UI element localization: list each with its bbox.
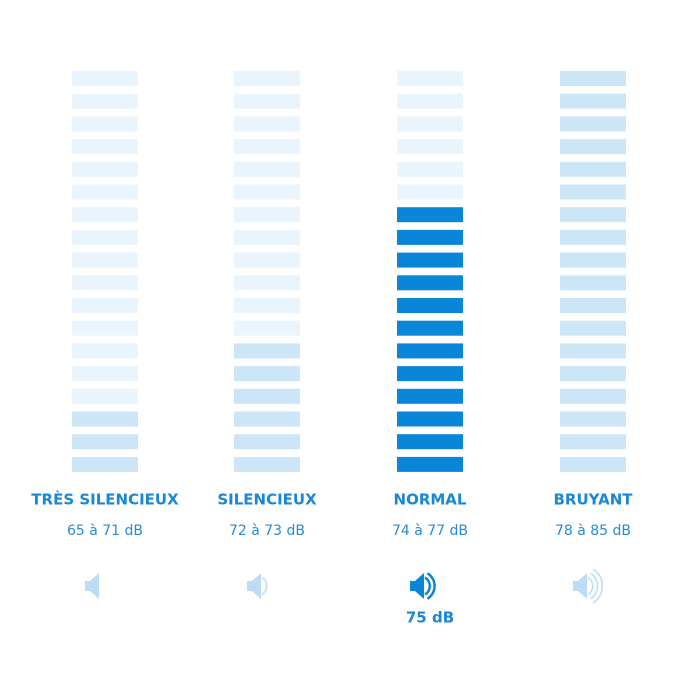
segment-filled: [560, 366, 626, 382]
segment-filled: [560, 411, 626, 427]
segment-empty: [72, 207, 138, 223]
segment-filled: [72, 456, 138, 472]
segment-filled: [397, 388, 463, 404]
segment-filled: [560, 252, 626, 268]
sound-wave: [424, 576, 431, 596]
segment-empty: [72, 366, 138, 382]
segment-filled: [397, 207, 463, 223]
segment-empty: [72, 320, 138, 336]
segment-filled: [560, 139, 626, 155]
level-range: 65 à 71 dB: [67, 523, 143, 539]
segment-empty: [72, 116, 138, 132]
segment-filled: [560, 434, 626, 450]
segment-empty: [72, 388, 138, 404]
segment-empty: [72, 93, 138, 109]
segment-empty: [234, 320, 300, 336]
segment-filled: [560, 320, 626, 336]
speaker-icon: [410, 572, 436, 600]
segment-empty: [397, 184, 463, 200]
level-range: 78 à 85 dB: [555, 523, 631, 539]
speaker: [85, 573, 99, 599]
segment-filled: [560, 207, 626, 223]
segment-empty: [397, 139, 463, 155]
segment-filled: [397, 411, 463, 427]
segment-empty: [72, 229, 138, 245]
speaker: [410, 573, 424, 599]
segment-empty: [234, 116, 300, 132]
segment-filled: [397, 320, 463, 336]
segment-empty: [234, 184, 300, 200]
speaker: [247, 573, 261, 599]
segment-empty: [397, 161, 463, 177]
speaker-icon: [573, 568, 604, 604]
level-label: BRUYANT: [554, 491, 634, 509]
sound-wave: [592, 568, 604, 604]
level-label: TRÈS SILENCIEUX: [31, 490, 179, 509]
level-range: 74 à 77 dB: [392, 523, 468, 539]
segment-empty: [397, 71, 463, 86]
segment-empty: [234, 275, 300, 291]
level-label: NORMAL: [394, 491, 467, 509]
segment-empty: [72, 184, 138, 200]
segment-filled: [560, 184, 626, 200]
segment-empty: [234, 229, 300, 245]
segment-filled: [397, 229, 463, 245]
segment-empty: [72, 343, 138, 359]
speaker-icon: [247, 573, 268, 599]
segment-filled: [397, 343, 463, 359]
level-label: SILENCIEUX: [217, 491, 317, 509]
segment-empty: [397, 116, 463, 132]
segment-filled: [234, 388, 300, 404]
segment-filled: [560, 456, 626, 472]
segment-empty: [397, 93, 463, 109]
sound-wave: [590, 572, 599, 600]
speaker: [573, 573, 587, 599]
segment-filled: [560, 71, 626, 86]
segment-filled: [234, 434, 300, 450]
segment-filled: [234, 411, 300, 427]
segment-empty: [72, 252, 138, 268]
segment-empty: [234, 161, 300, 177]
segment-empty: [72, 161, 138, 177]
segment-filled: [560, 343, 626, 359]
segment-filled: [397, 456, 463, 472]
level-range: 72 à 73 dB: [229, 523, 305, 539]
segment-filled: [560, 229, 626, 245]
segment-filled: [397, 275, 463, 291]
sound-wave: [261, 576, 268, 596]
segment-filled: [234, 456, 300, 472]
segment-filled: [234, 366, 300, 382]
segment-empty: [234, 71, 300, 86]
segment-empty: [72, 71, 138, 86]
segment-empty: [234, 298, 300, 313]
segment-filled: [560, 116, 626, 132]
segment-filled: [397, 366, 463, 382]
segment-empty: [72, 139, 138, 155]
speaker-icon: [85, 573, 99, 599]
current-level: 75 dB: [406, 609, 454, 627]
segment-filled: [560, 298, 626, 313]
segment-filled: [234, 343, 300, 359]
segment-filled: [560, 388, 626, 404]
segment-empty: [72, 298, 138, 313]
sound-wave: [426, 572, 436, 600]
segment-empty: [72, 275, 138, 291]
sound-wave: [587, 576, 594, 596]
segment-empty: [234, 207, 300, 223]
segment-filled: [397, 298, 463, 313]
segment-filled: [397, 434, 463, 450]
segment-empty: [234, 252, 300, 268]
segment-filled: [560, 161, 626, 177]
segment-filled: [72, 411, 138, 427]
segment-filled: [560, 275, 626, 291]
segment-filled: [72, 434, 138, 450]
segment-empty: [234, 93, 300, 109]
segment-filled: [560, 93, 626, 109]
segment-filled: [397, 252, 463, 268]
segment-empty: [234, 139, 300, 155]
